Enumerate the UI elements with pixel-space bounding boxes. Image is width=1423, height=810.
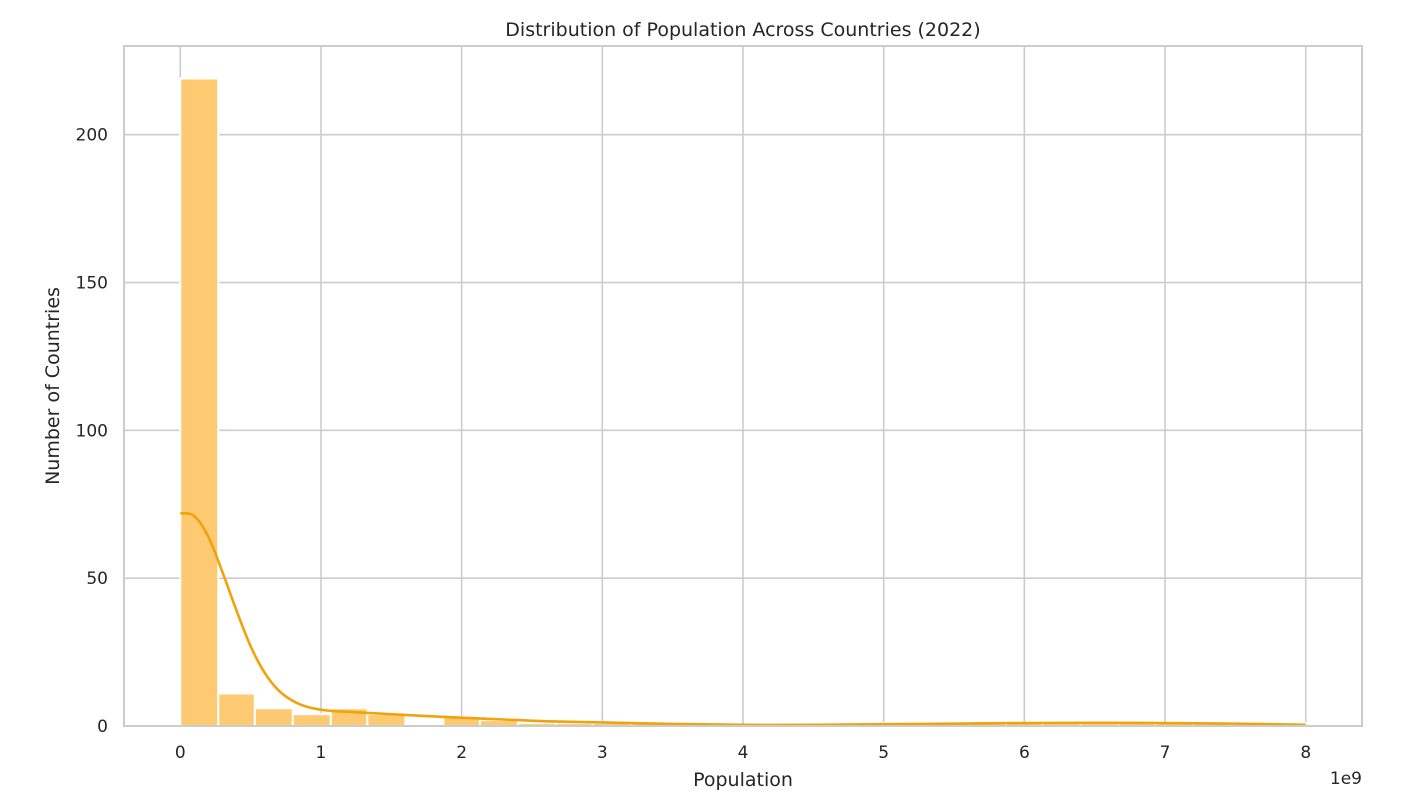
x-tick-label: 8 [1300, 743, 1311, 763]
grid [124, 46, 1362, 727]
y-tick-label: 100 [76, 421, 108, 441]
x-tick-label: 2 [456, 743, 467, 763]
y-tick-labels: 0 50 100 150 200 [76, 126, 108, 737]
x-axis-offset-label: 1e9 [1330, 769, 1362, 789]
x-tick-label: 5 [878, 743, 889, 763]
y-tick-label: 0 [97, 717, 108, 737]
histogram-bar [179, 77, 220, 728]
x-tick-label: 6 [1019, 743, 1030, 763]
y-tick-label: 150 [76, 274, 108, 294]
y-axis-label: Number of Countries [42, 287, 64, 485]
x-tick-label: 4 [738, 743, 749, 763]
x-tick-label: 0 [175, 743, 186, 763]
histogram-bar [217, 692, 256, 728]
kde-curve [180, 511, 1306, 727]
kde-curve-group [180, 511, 1306, 727]
x-tick-labels: 0 1 2 3 4 5 6 7 8 [175, 743, 1311, 763]
x-axis-label: Population [693, 769, 793, 791]
plot-frame [123, 45, 1363, 727]
y-tick-label: 200 [76, 126, 108, 146]
histogram-bar [291, 713, 332, 727]
y-tick-label: 50 [86, 569, 108, 589]
chart-title: Distribution of Population Across Countr… [505, 19, 980, 41]
x-tick-label: 1 [316, 743, 327, 763]
x-tick-label: 3 [597, 743, 608, 763]
x-tick-label: 7 [1160, 743, 1171, 763]
histogram-bar [253, 707, 294, 727]
histogram-bars [179, 77, 1307, 728]
histogram-bar [366, 713, 407, 727]
